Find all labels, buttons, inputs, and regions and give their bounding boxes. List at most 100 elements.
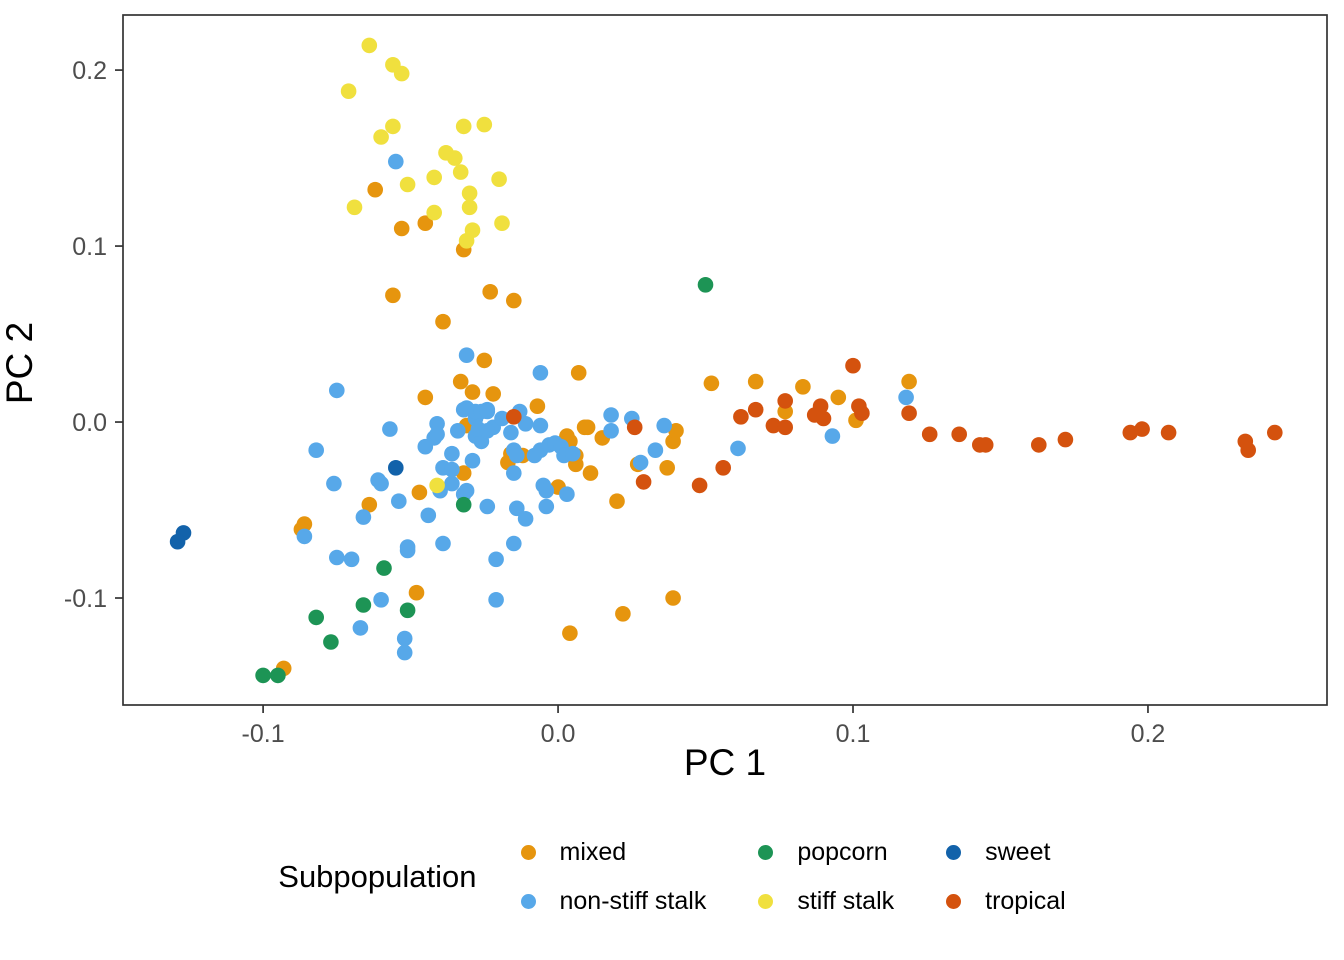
data-point-stiff-stalk	[458, 233, 475, 249]
data-point-mixed	[361, 496, 378, 513]
data-point-tropical	[1122, 424, 1139, 441]
data-point-non-stiff-stalk	[479, 498, 496, 515]
data-point-mixed	[795, 379, 811, 395]
data-point-tropical	[1057, 431, 1074, 448]
data-point-mixed	[367, 181, 384, 198]
data-point-non-stiff-stalk	[388, 153, 404, 170]
data-point-stiff-stalk	[361, 37, 378, 54]
data-point-mixed	[417, 389, 434, 406]
data-point-popcorn	[355, 597, 372, 613]
data-point-non-stiff-stalk	[329, 382, 345, 399]
data-point-non-stiff-stalk	[506, 465, 522, 481]
data-point-non-stiff-stalk	[509, 500, 525, 517]
data-point-popcorn	[308, 609, 325, 626]
legend-entry-mixed: mixed	[520, 838, 707, 867]
data-point-non-stiff-stalk	[355, 509, 372, 525]
data-point-tropical	[1267, 424, 1283, 441]
data-point-tropical	[747, 401, 764, 418]
data-point-non-stiff-stalk	[898, 389, 914, 406]
legend-label: sweet	[985, 838, 1051, 866]
data-point-non-stiff-stalk	[565, 445, 581, 462]
data-point-stiff-stalk	[373, 129, 389, 145]
legend-label: tropical	[985, 887, 1066, 915]
data-point-tropical	[635, 474, 652, 490]
data-point-non-stiff-stalk	[326, 475, 342, 492]
data-point-tropical	[977, 437, 994, 453]
data-point-stiff-stalk	[340, 83, 357, 99]
data-point-mixed	[452, 373, 469, 390]
data-point-tropical	[854, 405, 870, 422]
data-point-non-stiff-stalk	[532, 365, 549, 381]
data-point-popcorn	[270, 667, 286, 684]
data-point-mixed	[464, 384, 481, 400]
data-point-mixed	[485, 386, 502, 402]
y-tick-label: 0.2	[72, 57, 107, 85]
data-point-non-stiff-stalk	[517, 511, 534, 527]
x-tick-label: 0.2	[1131, 720, 1166, 748]
data-point-non-stiff-stalk	[506, 535, 522, 552]
data-point-mixed	[615, 606, 631, 622]
data-point-mixed	[570, 365, 587, 381]
legend-entry-sweet: sweet	[946, 838, 1066, 867]
data-point-stiff-stalk	[393, 65, 410, 82]
data-point-popcorn	[323, 634, 339, 650]
data-point-non-stiff-stalk	[420, 507, 437, 524]
data-point-mixed	[668, 423, 684, 439]
legend-label: stiff stalk	[797, 887, 895, 915]
data-point-mixed	[901, 373, 917, 390]
legend-title: Subpopulation	[278, 859, 477, 894]
data-point-non-stiff-stalk	[343, 551, 360, 568]
data-point-mixed	[435, 313, 451, 330]
data-point-mixed	[579, 419, 596, 436]
data-point-tropical	[626, 419, 643, 436]
data-point-non-stiff-stalk	[503, 424, 519, 441]
data-point-mixed	[659, 460, 675, 476]
data-point-non-stiff-stalk	[632, 454, 649, 471]
data-point-popcorn	[376, 560, 392, 576]
data-point-non-stiff-stalk	[435, 535, 451, 552]
data-point-popcorn	[399, 602, 416, 619]
data-point-non-stiff-stalk	[488, 592, 504, 608]
legend-entries: mixed non-stiff stalk popcorn stiff stalk sw…	[520, 838, 1066, 916]
x-tick-label: -0.1	[242, 720, 285, 748]
data-point-non-stiff-stalk	[450, 423, 466, 439]
data-point-stiff-stalk	[491, 171, 507, 187]
data-point-mixed	[455, 465, 472, 481]
legend-dot-icon	[946, 894, 962, 909]
data-point-mixed	[582, 465, 599, 481]
data-point-sweet	[169, 533, 186, 550]
x-tick-label: 0.1	[836, 720, 871, 748]
legend-entry-non-stiff-stalk: non-stiff stalk	[520, 887, 707, 916]
data-point-mixed	[476, 352, 493, 369]
data-point-mixed	[747, 373, 764, 390]
data-point-non-stiff-stalk	[647, 442, 664, 459]
data-point-stiff-stalk	[461, 185, 478, 202]
data-point-tropical	[1160, 424, 1177, 441]
data-point-tropical	[506, 409, 522, 425]
legend-dot-icon	[520, 894, 536, 909]
data-point-stiff-stalk	[455, 118, 472, 135]
data-point-mixed	[411, 484, 428, 501]
data-point-popcorn	[255, 667, 271, 684]
data-point-non-stiff-stalk	[382, 421, 398, 437]
data-point-non-stiff-stalk	[730, 440, 746, 457]
data-point-mixed	[506, 292, 522, 309]
data-point-non-stiff-stalk	[509, 447, 525, 464]
data-point-non-stiff-stalk	[396, 630, 413, 647]
legend-label: non-stiff stalk	[559, 887, 707, 915]
data-point-non-stiff-stalk	[444, 445, 460, 462]
data-point-tropical	[733, 409, 749, 425]
legend: Subpopulation mixed non-stiff stalk popcor…	[0, 838, 1344, 916]
data-point-tropical	[777, 393, 793, 409]
data-point-non-stiff-stalk	[603, 423, 619, 439]
legend-dot-icon	[758, 845, 774, 860]
legend-label: popcorn	[797, 838, 888, 866]
data-point-stiff-stalk	[426, 204, 443, 221]
data-point-non-stiff-stalk	[532, 417, 549, 434]
data-point-stiff-stalk	[385, 118, 401, 135]
y-tick-label: 0.0	[72, 409, 107, 437]
y-tick-label: 0.1	[72, 233, 107, 261]
data-point-stiff-stalk	[476, 116, 493, 133]
data-point-non-stiff-stalk	[329, 549, 345, 566]
